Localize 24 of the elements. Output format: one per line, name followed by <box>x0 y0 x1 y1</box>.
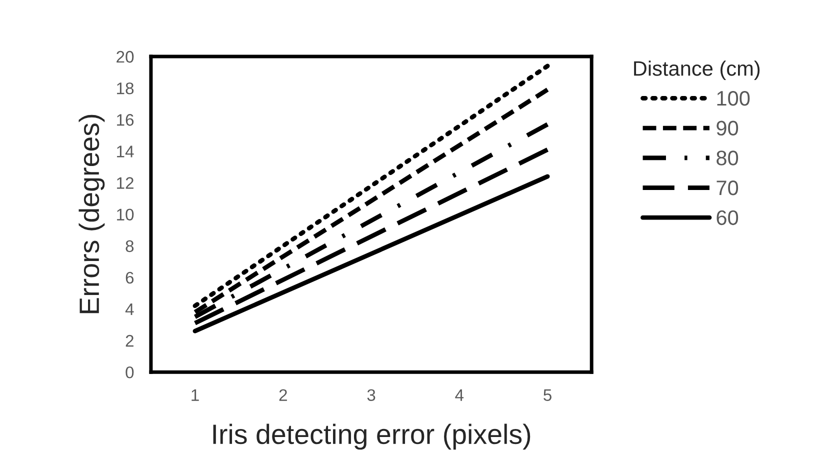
x-tick-label: 3 <box>367 389 376 401</box>
y-tick-label: 8 <box>126 240 134 252</box>
y-tick-label: 14 <box>117 146 134 158</box>
x-tick-label: 2 <box>279 389 287 401</box>
y-axis-title: Errors (degrees) <box>78 114 105 314</box>
y-tick-label: 0 <box>126 366 134 378</box>
legend-title: Distance (cm) <box>634 60 760 80</box>
legend-label: 80 <box>716 150 738 166</box>
y-tick-label: 18 <box>117 82 134 94</box>
legend-label: 70 <box>716 180 738 196</box>
y-tick-label: 12 <box>117 177 134 189</box>
y-tick-label: 2 <box>126 334 134 347</box>
x-tick-label: 4 <box>455 389 464 401</box>
legend-label: 100 <box>717 90 750 106</box>
y-tick-label: 4 <box>125 304 134 316</box>
legend-label: 90 <box>716 120 738 136</box>
y-tick-label: 20 <box>116 50 134 63</box>
x-tick-label: 1 <box>192 389 199 401</box>
y-tick-label: 16 <box>117 114 134 126</box>
x-axis-title: Iris detecting error (pixels) <box>213 424 530 450</box>
y-tick-label: 10 <box>117 208 134 221</box>
x-tick-label: 5 <box>544 389 552 401</box>
y-tick-label: 6 <box>126 272 134 284</box>
legend-label: 60 <box>716 210 738 226</box>
